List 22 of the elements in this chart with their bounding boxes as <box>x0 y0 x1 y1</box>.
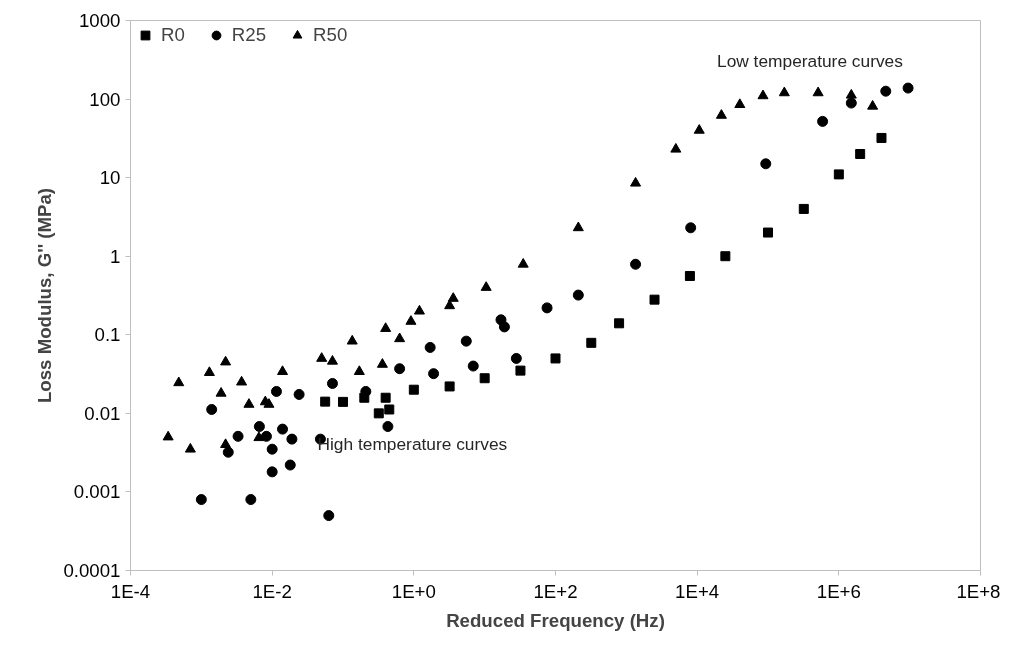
x-tick-label: 1E+6 <box>816 580 861 602</box>
y-tick-label: 100 <box>89 88 121 110</box>
y-tick-label: 0.1 <box>94 324 121 346</box>
y-tick-label: 1000 <box>79 10 121 31</box>
x-tick-label: 1E+8 <box>956 580 1001 602</box>
legend-label: R0 <box>161 24 185 46</box>
x-tick-label: 1E+2 <box>533 580 578 602</box>
x-tick-label: 1E+4 <box>675 580 720 602</box>
y-axis-title: Loss Modulus, G'' (MPa) <box>34 187 56 404</box>
x-tick-label: 1E+0 <box>391 580 436 602</box>
legend-label: R50 <box>313 24 348 46</box>
annotation: Low temperature curves <box>717 50 904 71</box>
x-tick-label: 1E-2 <box>252 580 292 602</box>
x-axis-title: Reduced Frequency (Hz) <box>446 609 665 631</box>
y-tick-label: 0.001 <box>73 481 121 503</box>
y-tick-label: 0.01 <box>84 402 121 424</box>
annotation: High temperature curves <box>317 434 508 454</box>
legend-label: R25 <box>231 24 267 46</box>
y-tick-label: 1 <box>110 245 121 267</box>
y-tick-label: 0.0001 <box>63 560 121 581</box>
y-tick-label: 10 <box>99 167 121 189</box>
x-tick-label: 1E-4 <box>110 580 151 602</box>
